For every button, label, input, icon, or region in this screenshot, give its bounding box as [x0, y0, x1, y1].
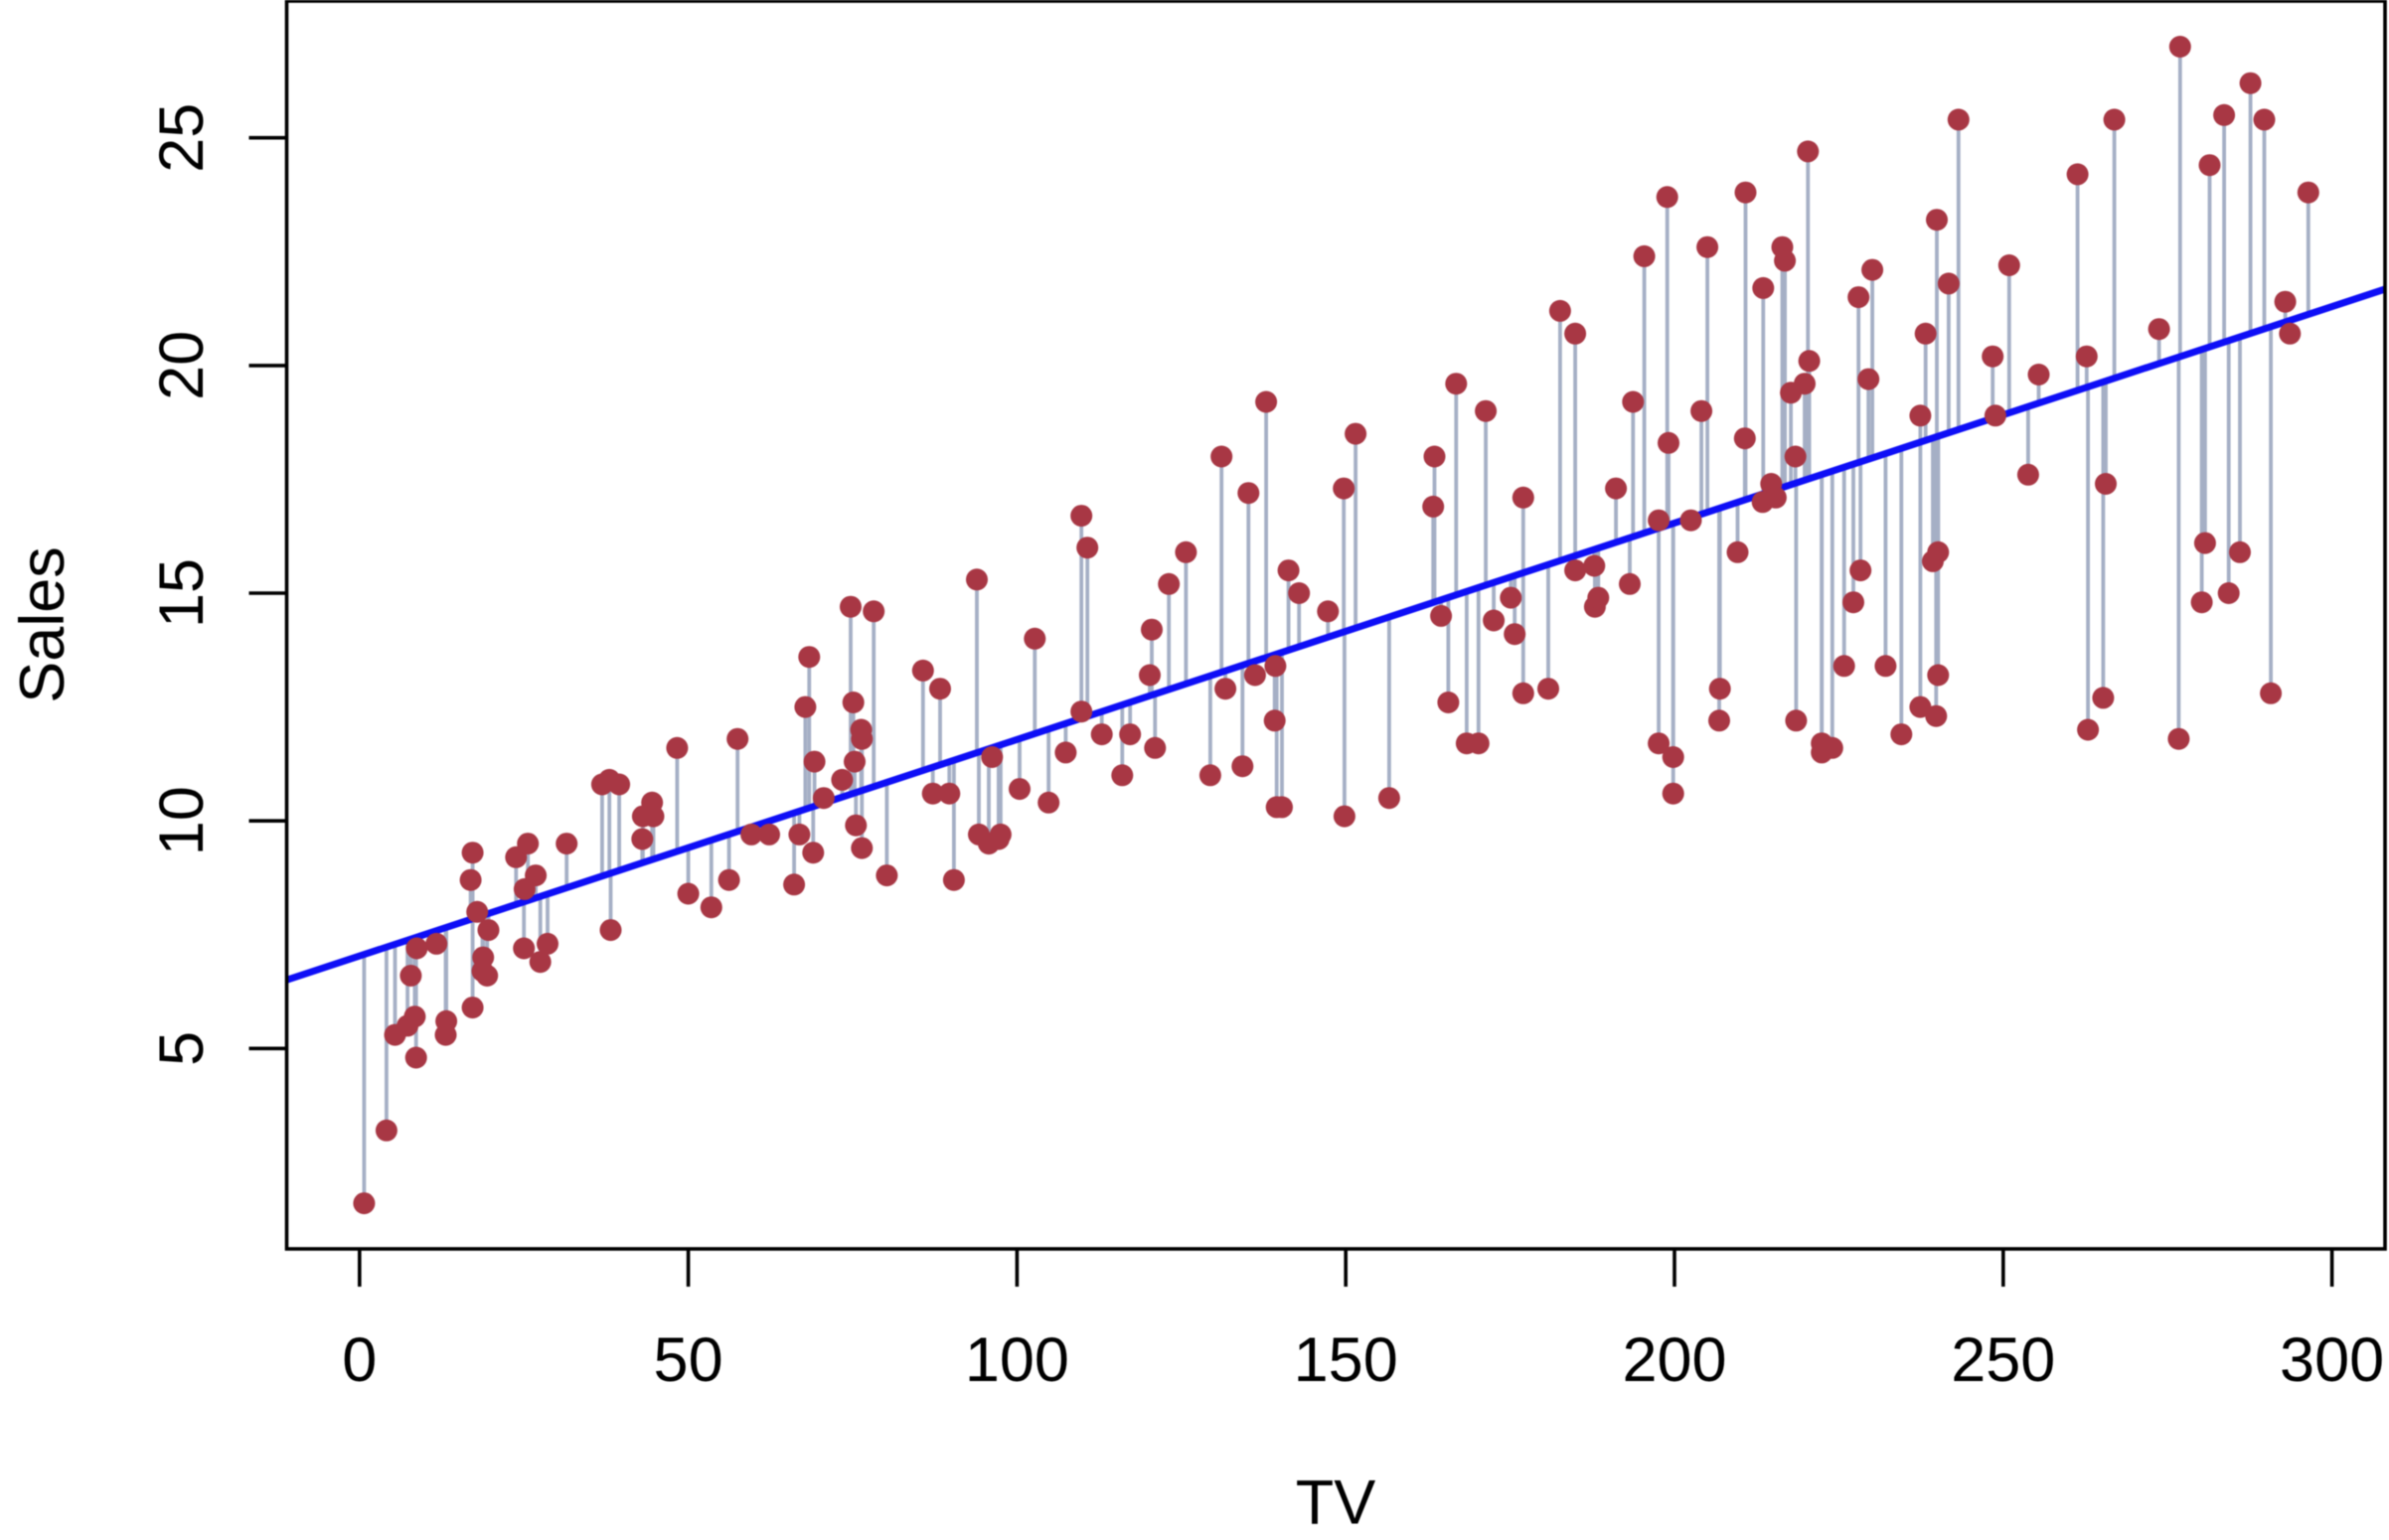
svg-text:300: 300 — [2280, 1325, 2384, 1395]
svg-text:25: 25 — [147, 103, 217, 173]
svg-text:20: 20 — [147, 331, 217, 400]
svg-text:10: 10 — [147, 786, 217, 855]
svg-text:TV: TV — [1296, 1468, 1376, 1538]
svg-text:150: 150 — [1294, 1325, 1398, 1395]
svg-text:Sales: Sales — [8, 546, 78, 703]
svg-text:15: 15 — [147, 558, 217, 628]
svg-text:5: 5 — [147, 1031, 217, 1066]
svg-text:50: 50 — [654, 1325, 723, 1395]
svg-text:0: 0 — [342, 1325, 377, 1395]
svg-text:100: 100 — [965, 1325, 1069, 1395]
svg-text:250: 250 — [1951, 1325, 2055, 1395]
svg-text:200: 200 — [1622, 1325, 1726, 1395]
